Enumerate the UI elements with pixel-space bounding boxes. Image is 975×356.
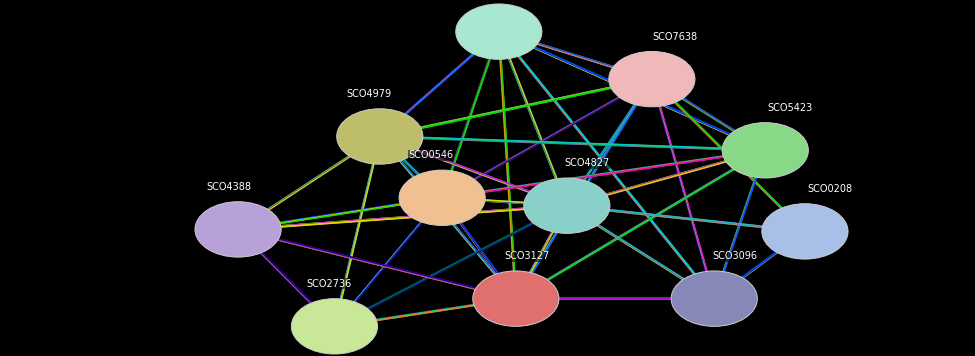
- Ellipse shape: [336, 109, 423, 164]
- Text: SCO3096: SCO3096: [712, 251, 758, 261]
- Text: SCO4979: SCO4979: [346, 89, 391, 99]
- Text: SCO0546: SCO0546: [409, 150, 453, 160]
- Text: SCO4827: SCO4827: [565, 158, 610, 168]
- Ellipse shape: [455, 4, 542, 59]
- Ellipse shape: [473, 271, 559, 326]
- Text: SCO4388: SCO4388: [207, 182, 252, 192]
- Text: SCO5423: SCO5423: [767, 103, 813, 113]
- Ellipse shape: [292, 299, 377, 354]
- Text: SCO3127: SCO3127: [504, 251, 550, 261]
- Ellipse shape: [608, 51, 695, 107]
- Text: SCO0208: SCO0208: [807, 184, 852, 194]
- Ellipse shape: [761, 204, 848, 259]
- Text: SCO2736: SCO2736: [306, 279, 351, 289]
- Ellipse shape: [671, 271, 758, 326]
- Text: SCO7638: SCO7638: [652, 32, 697, 42]
- Ellipse shape: [722, 122, 808, 178]
- Ellipse shape: [524, 178, 610, 234]
- Ellipse shape: [195, 202, 281, 257]
- Ellipse shape: [399, 170, 486, 225]
